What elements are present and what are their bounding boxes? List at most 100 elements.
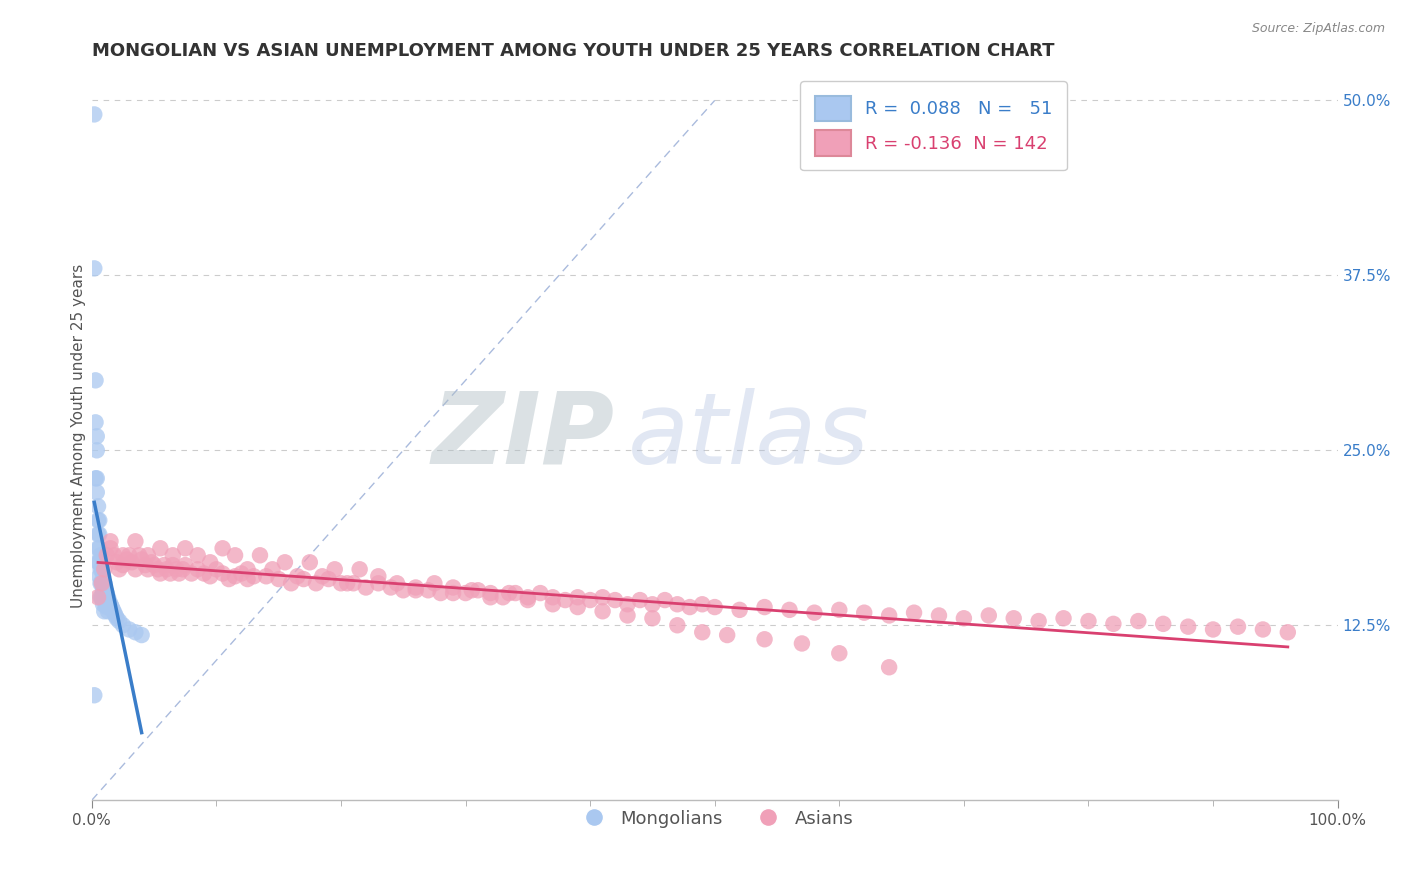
Point — [89, 591, 111, 605]
Point — [405, 581, 427, 595]
Text: ZIP: ZIP — [432, 388, 614, 485]
Point — [224, 549, 246, 563]
Point — [167, 566, 190, 581]
Point — [124, 562, 146, 576]
Point — [1077, 614, 1099, 628]
Point — [86, 443, 108, 458]
Point — [1251, 623, 1274, 637]
Point — [292, 572, 315, 586]
Point — [754, 600, 776, 615]
Point — [91, 569, 114, 583]
Point — [828, 646, 851, 660]
Point — [354, 581, 377, 595]
Point — [592, 591, 614, 605]
Point — [728, 603, 751, 617]
Point — [89, 513, 111, 527]
Point — [193, 566, 215, 581]
Point — [336, 576, 359, 591]
Point — [174, 541, 197, 556]
Point — [454, 586, 477, 600]
Point — [159, 566, 181, 581]
Point — [124, 625, 146, 640]
Point — [153, 558, 176, 573]
Point — [155, 562, 177, 576]
Point — [105, 555, 128, 569]
Point — [83, 261, 105, 276]
Point — [877, 608, 900, 623]
Point — [1028, 614, 1050, 628]
Legend: Mongolians, Asians: Mongolians, Asians — [568, 803, 862, 835]
Point — [285, 569, 308, 583]
Point — [541, 591, 564, 605]
Point — [211, 566, 233, 581]
Point — [666, 597, 689, 611]
Point — [89, 549, 111, 563]
Point — [83, 107, 105, 121]
Point — [330, 576, 353, 591]
Point — [977, 608, 1000, 623]
Point — [108, 562, 131, 576]
Point — [654, 593, 676, 607]
Point — [318, 572, 340, 586]
Point — [505, 586, 527, 600]
Point — [128, 549, 150, 563]
Point — [198, 555, 221, 569]
Point — [249, 549, 271, 563]
Point — [423, 576, 446, 591]
Point — [392, 583, 415, 598]
Point — [124, 534, 146, 549]
Point — [111, 618, 134, 632]
Point — [118, 623, 141, 637]
Point — [1152, 616, 1174, 631]
Point — [616, 608, 638, 623]
Point — [87, 527, 110, 541]
Point — [198, 569, 221, 583]
Point — [236, 572, 259, 586]
Point — [89, 569, 111, 583]
Point — [118, 549, 141, 563]
Point — [1277, 625, 1299, 640]
Point — [89, 562, 111, 576]
Y-axis label: Unemployment Among Youth under 25 years: Unemployment Among Youth under 25 years — [72, 264, 86, 608]
Point — [96, 600, 118, 615]
Point — [953, 611, 976, 625]
Point — [174, 558, 197, 573]
Point — [690, 597, 713, 611]
Point — [94, 597, 117, 611]
Point — [84, 471, 107, 485]
Point — [231, 566, 253, 581]
Point — [187, 562, 209, 576]
Text: MONGOLIAN VS ASIAN UNEMPLOYMENT AMONG YOUTH UNDER 25 YEARS CORRELATION CHART: MONGOLIAN VS ASIAN UNEMPLOYMENT AMONG YO… — [91, 42, 1055, 60]
Point — [274, 555, 297, 569]
Point — [93, 562, 115, 576]
Point — [84, 415, 107, 429]
Point — [91, 583, 114, 598]
Point — [100, 600, 122, 615]
Point — [616, 597, 638, 611]
Point — [131, 552, 153, 566]
Point — [86, 429, 108, 443]
Point — [498, 586, 520, 600]
Point — [111, 558, 134, 573]
Point — [679, 600, 702, 615]
Point — [100, 534, 122, 549]
Point — [96, 586, 118, 600]
Point — [298, 555, 321, 569]
Point — [1226, 620, 1249, 634]
Point — [224, 569, 246, 583]
Point — [97, 591, 120, 605]
Point — [86, 471, 108, 485]
Point — [93, 576, 115, 591]
Point — [877, 660, 900, 674]
Point — [716, 628, 738, 642]
Point — [100, 597, 122, 611]
Point — [703, 600, 725, 615]
Point — [641, 611, 664, 625]
Text: Source: ZipAtlas.com: Source: ZipAtlas.com — [1251, 22, 1385, 36]
Point — [236, 562, 259, 576]
Point — [254, 569, 277, 583]
Point — [429, 586, 451, 600]
Point — [94, 583, 117, 598]
Point — [87, 591, 110, 605]
Point — [778, 603, 800, 617]
